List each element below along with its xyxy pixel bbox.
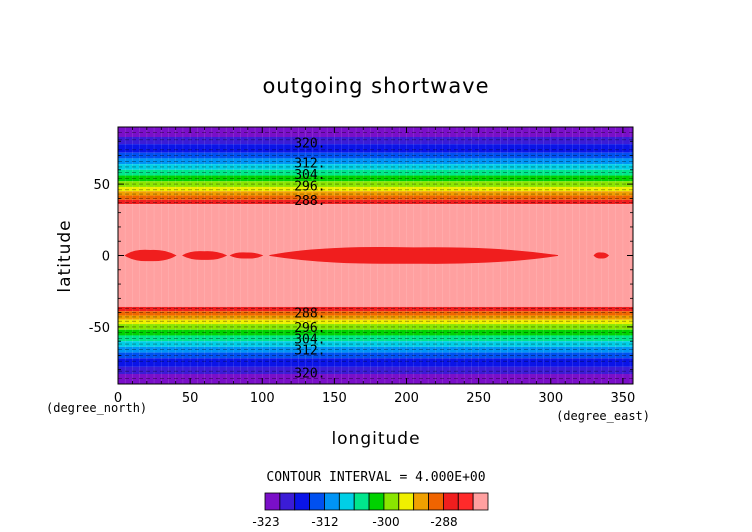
colorbar-swatch-7	[368, 492, 385, 511]
band-6	[118, 169, 633, 176]
colorbar-label-3: -288	[430, 515, 457, 529]
colorbar-swatch-3	[309, 492, 325, 511]
x-tick-label-3: 150	[322, 391, 347, 406]
y-tick-label-1: 0	[102, 250, 110, 265]
contour-label-south-4: 320.	[294, 367, 325, 382]
x-axis: 0 50 100 150 200 250 300 350	[114, 127, 635, 406]
band-20	[118, 335, 633, 342]
colorbar-swatch-10	[413, 492, 429, 511]
band-15	[118, 311, 633, 316]
colorbar-swatch-12	[442, 492, 459, 511]
band-4	[118, 158, 633, 165]
band-22	[118, 346, 633, 353]
contour-label-north-2: 304.	[294, 168, 325, 183]
colorbar-swatch-2	[294, 492, 311, 511]
y-tick-label-0: 50	[93, 178, 110, 193]
contour-interval-text: CONTOUR INTERVAL = 4.000E+00	[266, 470, 485, 485]
colorbar-label-2: -300	[372, 515, 399, 529]
equatorial-region-2	[229, 252, 264, 259]
x-tick-label-7: 350	[610, 391, 635, 406]
x-tick-label-0: 0	[114, 391, 122, 406]
band-3	[118, 152, 633, 159]
colorbar-swatch-9	[398, 492, 415, 511]
band-23	[118, 352, 633, 359]
colorbar-swatch-4	[324, 492, 340, 511]
chart-title: outgoing shortwave	[262, 74, 489, 98]
contour-label-south-1: 296.	[294, 321, 325, 336]
contour-label-north-0: 320.	[294, 137, 325, 152]
band-5	[118, 164, 633, 170]
band-17	[118, 319, 633, 325]
band-12	[118, 199, 633, 205]
colorbar-swatch-14	[472, 492, 489, 511]
equatorial-region-3	[269, 247, 559, 264]
y-axis-label: latitude	[55, 219, 75, 292]
equatorial-region-0	[124, 249, 177, 262]
contour-label-north-1: 312.	[294, 157, 325, 172]
equatorial-region-1	[182, 251, 228, 260]
colorbar-swatch-13	[457, 492, 474, 511]
colorbar-swatch-5	[338, 492, 355, 511]
colorbar-swatch-11	[428, 492, 444, 511]
x-tick-label-2: 100	[250, 391, 275, 406]
colorbar-label-1: -312	[311, 515, 338, 529]
contour-label-south-0: 288.	[294, 307, 325, 322]
x-axis-label: longitude	[331, 429, 420, 449]
band-10	[118, 191, 633, 196]
contour-label-south-3: 312.	[294, 344, 325, 359]
colorbar-swatch-8	[383, 492, 400, 511]
x-tick-label-1: 50	[182, 391, 199, 406]
plot-area: 320.312.304.296.288.288.296.304.312.320.	[117, 126, 634, 385]
band-9	[118, 186, 633, 192]
band-1	[118, 136, 633, 145]
colorbar-swatch-0	[264, 492, 281, 511]
colorbar-swatch-1	[279, 492, 296, 511]
colorbar-swatch-6	[353, 492, 370, 511]
y-unit-label: (degree_north)	[46, 401, 147, 415]
band-24	[118, 358, 633, 367]
equatorial-region-4	[593, 252, 610, 259]
band-18	[118, 324, 633, 330]
colorbar-label-0: -323	[252, 515, 279, 529]
band-8	[118, 181, 633, 187]
band-0	[118, 127, 633, 137]
band-26	[118, 374, 633, 384]
band-19	[118, 329, 633, 336]
band-2	[118, 144, 633, 153]
band-16	[118, 315, 633, 320]
band-14	[118, 306, 633, 312]
contour-label-north-3: 296.	[294, 180, 325, 195]
band-11	[118, 195, 633, 200]
x-tick-label-6: 300	[538, 391, 563, 406]
band-21	[118, 341, 633, 347]
y-axis: 50 0 -50	[89, 140, 633, 371]
x-tick-label-5: 250	[466, 391, 491, 406]
x-tick-label-4: 200	[394, 391, 419, 406]
x-unit-label: (degree_east)	[556, 409, 650, 423]
contour-label-south-2: 304.	[294, 332, 325, 347]
colorbar: -323 -312 -300 -288	[252, 492, 489, 529]
band-7	[118, 175, 633, 182]
band-25	[118, 366, 633, 375]
contour-label-north-4: 288.	[294, 194, 325, 209]
y-tick-label-2: -50	[89, 321, 110, 336]
